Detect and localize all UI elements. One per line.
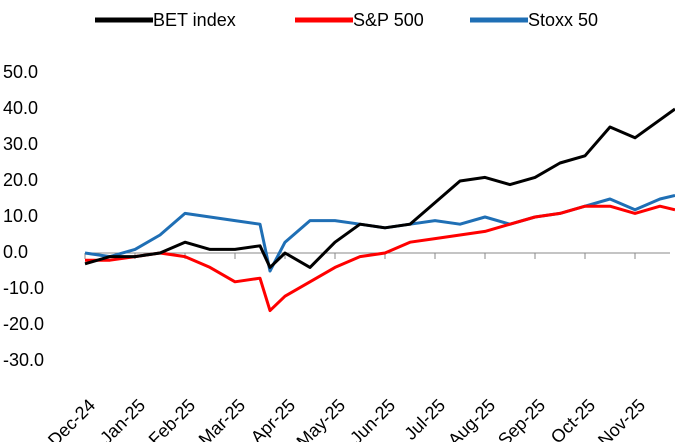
series-line (84, 107, 675, 269)
x-tick-label: Dec-24 (44, 395, 99, 442)
x-tick-label: Jun-25 (346, 395, 399, 442)
series-line (85, 204, 675, 313)
x-tick-label: Feb-25 (145, 395, 199, 442)
y-tick-label: -10.0 (3, 278, 44, 298)
y-tick-label: -20.0 (3, 314, 44, 334)
x-tick-label: Jan-25 (96, 395, 149, 442)
x-tick-label: Jul-25 (400, 395, 449, 442)
y-tick-label: 0.0 (3, 242, 28, 262)
legend-label: BET index (153, 10, 236, 30)
x-tick-label: Nov-25 (594, 395, 649, 442)
y-tick-label: 50.0 (3, 62, 38, 82)
y-tick-label: 20.0 (3, 170, 38, 190)
legend-label: Stoxx 50 (528, 10, 598, 30)
x-tick-label: Oct-25 (547, 395, 599, 442)
legend-label: S&P 500 (353, 10, 424, 30)
x-tick-label: Mar-25 (195, 395, 249, 442)
x-tick-label: Sep-25 (494, 395, 549, 442)
y-tick-label: -30.0 (3, 350, 44, 370)
y-tick-label: 10.0 (3, 206, 38, 226)
x-tick-label: Aug-25 (444, 395, 499, 442)
x-tick-label: May-25 (293, 395, 350, 442)
y-tick-label: 40.0 (3, 98, 38, 118)
x-tick-label: Apr-25 (247, 395, 299, 442)
y-tick-label: 30.0 (3, 134, 38, 154)
